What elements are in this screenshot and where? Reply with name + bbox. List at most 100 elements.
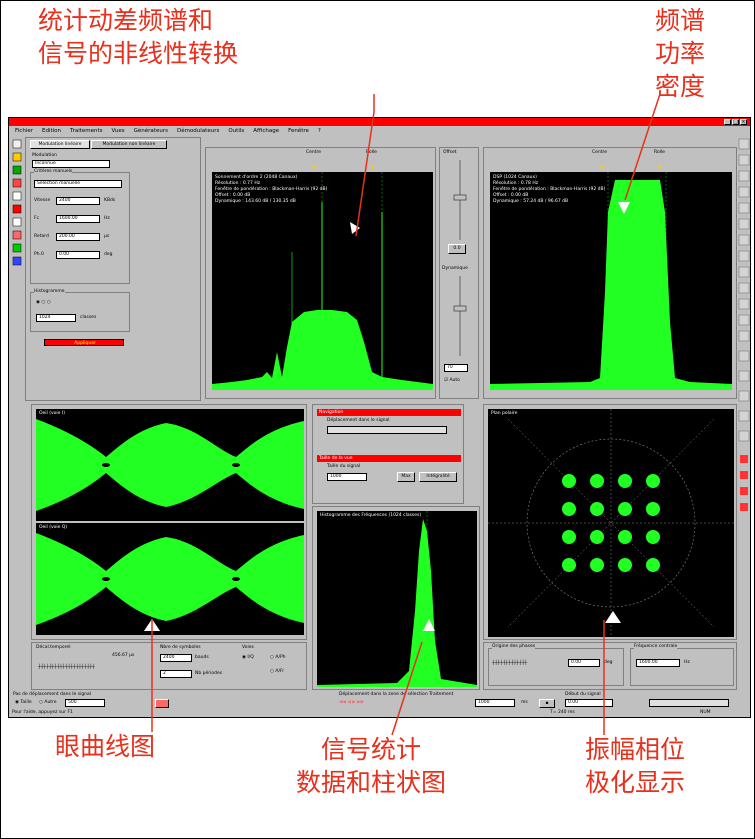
callout-line: 信号统计 <box>320 735 421 764</box>
dynamic-label: Dynamique <box>442 266 468 271</box>
navigation-scrollbar[interactable] <box>327 426 447 434</box>
offset-slider[interactable] <box>450 160 470 240</box>
max-button[interactable]: Max <box>397 472 415 482</box>
menu-item[interactable]: Outils <box>228 127 245 134</box>
selection-max-button[interactable]: ▪ <box>539 699 555 708</box>
moment-spectrum-trace <box>212 172 433 390</box>
polar-panel: Plan polaire <box>483 404 737 640</box>
offset-button[interactable]: 0.0 <box>448 244 466 254</box>
menu-item[interactable]: Affichage <box>253 127 280 134</box>
params-label: Critères manuels <box>34 169 73 175</box>
periods-input[interactable]: 2 <box>160 670 192 678</box>
view-size-title: Taille de la vue <box>317 455 461 462</box>
offset-label: Offset <box>443 150 457 155</box>
callout-line: 密度 <box>654 72 705 101</box>
tab-linear-modulation[interactable]: Modulation linéaire <box>30 140 90 149</box>
maximize-icon[interactable]: □ <box>732 119 739 125</box>
ph-unit: deg <box>104 252 113 257</box>
callout-polar-display: 振幅相位 极化显示 <box>555 733 715 799</box>
eye-plot-q[interactable]: Oeil (voie Q) <box>36 523 304 635</box>
callout-line: 信号的非线性转换 <box>38 39 239 68</box>
close-icon[interactable]: × <box>740 119 747 125</box>
other-radio[interactable]: ○ Autre <box>39 700 57 705</box>
selection-move-buttons[interactable]: ◀◀ ◀ ▶ ▶▶ <box>339 700 365 705</box>
phase-origin-label: Origine des phases <box>492 644 536 650</box>
histogram-plot[interactable]: Histogramme des Fréquences (1024 classes… <box>317 511 477 687</box>
menu-item[interactable]: Vues <box>111 127 125 134</box>
rolloff-marker-label: Rolle <box>654 150 665 155</box>
channel-afr-radio[interactable]: ○ A/Fr <box>270 669 285 674</box>
vitesse-unit: KBds <box>104 198 116 203</box>
right-toolbar <box>738 137 751 607</box>
menu-item[interactable]: Traitements <box>70 127 103 134</box>
psd-trace <box>490 172 732 390</box>
vitesse-input[interactable]: 2400 <box>56 197 100 205</box>
step-label: Pas de déplacement dans le signal <box>13 692 92 697</box>
size-radio[interactable]: ◉ Taille <box>15 700 32 705</box>
hist-label: Histogramme <box>34 289 65 295</box>
navigation-title: Navigation <box>317 409 461 416</box>
callout-line: 振幅相位 <box>584 735 685 764</box>
histogram-group <box>30 292 130 332</box>
manual-criteria-group <box>30 172 130 284</box>
symbols-input[interactable]: 2400 <box>160 654 192 662</box>
selection-step-input[interactable]: 1000 <box>475 699 515 707</box>
menu-item[interactable]: Fichier <box>15 127 33 134</box>
toolbar-buttons[interactable] <box>738 137 751 607</box>
polar-plot[interactable]: Plan polaire <box>488 409 734 637</box>
time-shift-value: 456.67 µs <box>112 653 135 658</box>
dynamic-input[interactable]: 70 <box>444 364 468 372</box>
modulation-select[interactable]: Inconnue <box>32 160 110 168</box>
phase-origin-input[interactable]: 0.00 <box>568 659 600 667</box>
hist-classes-input[interactable]: 1024 <box>36 314 76 322</box>
moment-spectrum-plot[interactable]: Sonnement d'ordre 2 (2048 Canaux) Résolu… <box>212 172 433 390</box>
ph-input[interactable]: 0.00 <box>56 251 100 259</box>
center-frequency-label: Fréquence centrale <box>634 644 678 650</box>
view-size-subtitle: Taille du signal <box>327 464 361 469</box>
integral-button[interactable]: Intégralité <box>419 472 457 482</box>
phase-origin-unit: deg <box>604 660 613 665</box>
phase-slider[interactable]: ┼┼┼┼┼┼┼┼┼┼┼┼┼ <box>492 661 528 666</box>
menu-item[interactable]: ? <box>317 127 321 134</box>
menu-item[interactable]: Fenêtre <box>288 127 309 134</box>
minimize-icon[interactable]: _ <box>724 119 731 125</box>
signal-start-input[interactable]: 0.00 <box>565 699 613 707</box>
fc-input[interactable]: 1600.00 <box>56 215 100 223</box>
power-spectral-density-panel: Centre Rolle ▼ ▼ DSP (1024 Canaux) Résol… <box>483 147 737 399</box>
time-shift-slider[interactable]: ┼┼┼┼┼┼┼┼┼┼┼┼┼┼┼┼┼┼┼┼┼ <box>38 665 95 670</box>
other-label: Autre <box>44 700 57 705</box>
callout-line: 功率 <box>654 39 705 68</box>
center-frequency-input[interactable]: 1600.00 <box>636 659 680 667</box>
toolbar-icons[interactable] <box>11 137 23 297</box>
params-select[interactable]: Sélection manuelle <box>34 180 122 188</box>
auto-checkbox[interactable]: ☑ Auto <box>444 378 460 383</box>
status-num: NUM <box>700 710 711 715</box>
apply-button[interactable]: Appliquer <box>44 339 124 346</box>
channel-iq-radio[interactable]: ◉ I/Q <box>242 655 254 660</box>
step-apply-button[interactable] <box>155 699 169 708</box>
signal-scrollbar[interactable] <box>649 699 729 707</box>
menu-item[interactable]: Générateurs <box>133 127 168 134</box>
callout-moment-spectrum: 统计动差频谱和 信号的非线性转换 <box>38 4 238 70</box>
dynamic-slider[interactable] <box>450 276 470 356</box>
other-input[interactable]: 500 <box>65 699 105 707</box>
channels-label: Voies <box>242 645 254 650</box>
retard-unit: µs <box>104 234 110 239</box>
fc-label: Fc <box>34 216 40 221</box>
symbols-label: Nbre de symboles <box>160 645 201 650</box>
psd-plot[interactable]: DSP (1024 Canaux) Résolution : 0.78 Hz F… <box>490 172 732 390</box>
tab-nonlinear-modulation[interactable]: Modulation non linéaire <box>91 140 167 149</box>
eye-diagram-panel: Oeil (voie I) Oeil (voie Q) <box>31 404 307 640</box>
signal-start-label: Début du signal <box>565 692 601 697</box>
eye-controls: Décal.temporel 456.67 µs ┼┼┼┼┼┼┼┼┼┼┼┼┼┼┼… <box>31 642 307 690</box>
eye-plot-i[interactable]: Oeil (voie I) <box>36 409 304 521</box>
navigation-panel: Navigation Déplacement dans le signal Ta… <box>312 404 464 504</box>
menu-item[interactable]: Edition <box>41 127 62 134</box>
menu-item[interactable]: Démodulateurs <box>176 127 220 134</box>
retard-input[interactable]: 200.00 <box>56 233 100 241</box>
status-help: Pour l'aide, appuyez sur F1 <box>12 710 73 715</box>
view-size-input[interactable]: 1000 <box>327 473 367 481</box>
channel-aph-radio[interactable]: ○ A/Ph <box>270 655 286 660</box>
hist-radios[interactable]: ◉ ○ ○ <box>36 300 51 305</box>
navigation-subtitle: Déplacement dans le signal <box>327 418 390 423</box>
